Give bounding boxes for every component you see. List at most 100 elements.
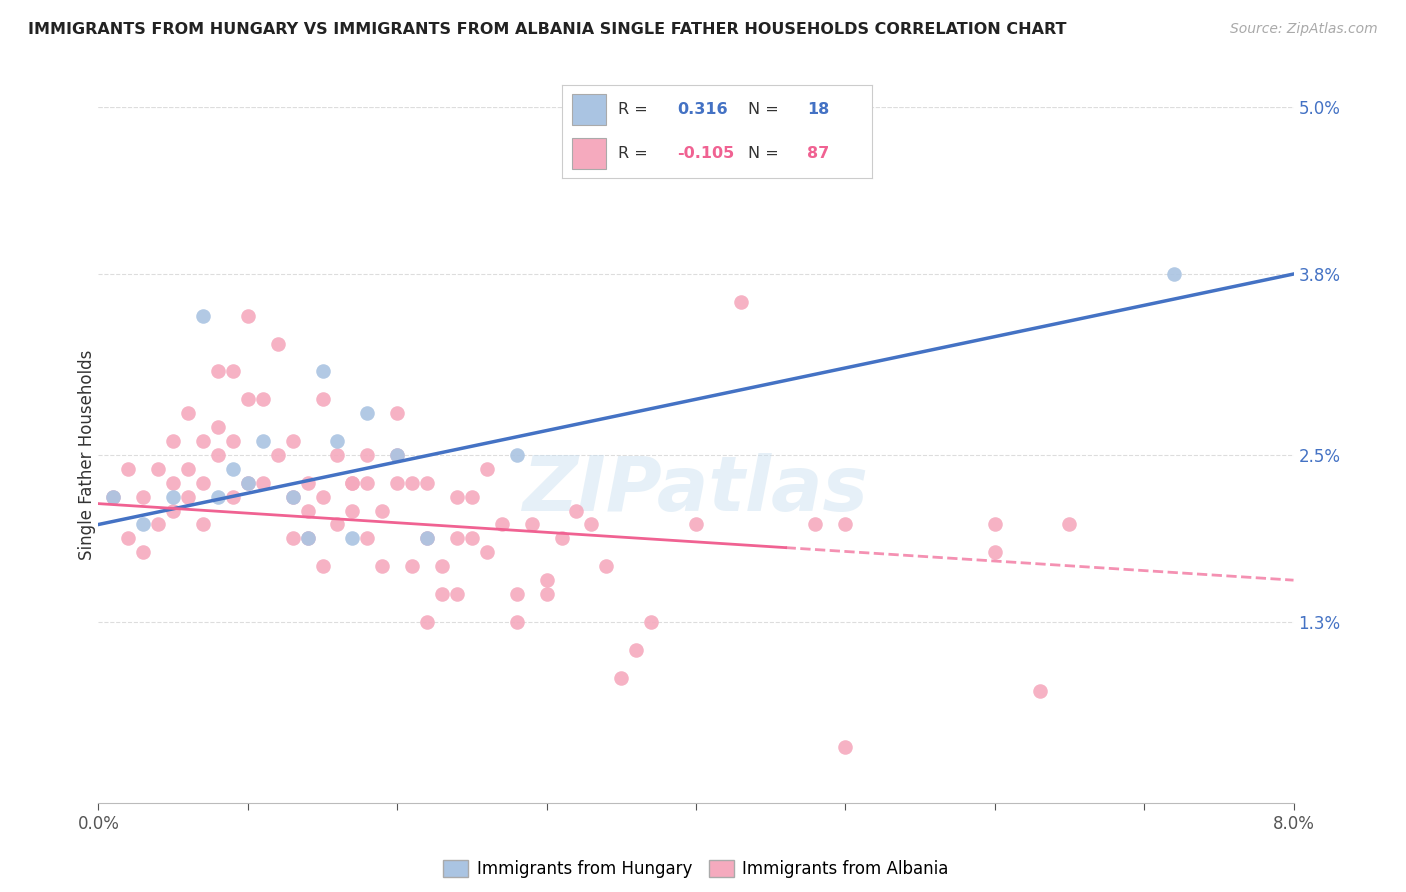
Point: [385, 448, 409, 462]
Point: [222, 490, 245, 504]
Point: [207, 364, 229, 378]
Point: [281, 434, 304, 448]
FancyBboxPatch shape: [572, 138, 606, 169]
Point: [430, 559, 453, 574]
Point: [385, 448, 409, 462]
Point: [581, 517, 603, 532]
Point: [148, 517, 170, 532]
Point: [342, 475, 364, 490]
Point: [520, 517, 543, 532]
Point: [1059, 517, 1081, 532]
Point: [446, 490, 468, 504]
Point: [162, 490, 184, 504]
Point: [281, 490, 304, 504]
Point: [267, 448, 290, 462]
Point: [252, 475, 274, 490]
Point: [401, 559, 423, 574]
Point: [311, 559, 333, 574]
Point: [252, 392, 274, 407]
Point: [311, 364, 333, 378]
Point: [162, 475, 184, 490]
Point: [207, 490, 229, 504]
Point: [267, 336, 290, 351]
Point: [117, 532, 139, 546]
Point: [385, 475, 409, 490]
Point: [401, 475, 423, 490]
Text: 0.316: 0.316: [676, 102, 727, 117]
Point: [222, 434, 245, 448]
Point: [475, 462, 498, 476]
Point: [416, 532, 439, 546]
Point: [416, 532, 439, 546]
Point: [834, 740, 856, 755]
Point: [446, 587, 468, 601]
Point: [311, 490, 333, 504]
Point: [297, 475, 319, 490]
Text: 87: 87: [807, 145, 830, 161]
Point: [983, 517, 1005, 532]
Point: [461, 532, 484, 546]
Text: IMMIGRANTS FROM HUNGARY VS IMMIGRANTS FROM ALBANIA SINGLE FATHER HOUSEHOLDS CORR: IMMIGRANTS FROM HUNGARY VS IMMIGRANTS FR…: [28, 22, 1067, 37]
Text: ZIPatlas: ZIPatlas: [523, 453, 869, 526]
Point: [177, 406, 200, 420]
Point: [132, 517, 155, 532]
Point: [1028, 684, 1050, 698]
Point: [342, 475, 364, 490]
Point: [297, 503, 319, 517]
Point: [640, 615, 662, 629]
Point: [834, 517, 856, 532]
Point: [177, 462, 200, 476]
Point: [804, 517, 827, 532]
Point: [207, 420, 229, 434]
Point: [191, 309, 214, 323]
Point: [506, 615, 529, 629]
Point: [297, 532, 319, 546]
Point: [222, 462, 245, 476]
Point: [356, 532, 378, 546]
Legend: Immigrants from Hungary, Immigrants from Albania: Immigrants from Hungary, Immigrants from…: [437, 854, 955, 885]
Point: [252, 434, 274, 448]
Point: [103, 490, 125, 504]
Point: [624, 642, 647, 657]
Point: [117, 462, 139, 476]
Point: [177, 490, 200, 504]
Point: [311, 392, 333, 407]
Point: [148, 462, 170, 476]
Point: [685, 517, 707, 532]
Point: [132, 490, 155, 504]
Point: [385, 406, 409, 420]
Point: [342, 503, 364, 517]
Point: [536, 587, 558, 601]
FancyBboxPatch shape: [572, 95, 606, 125]
Point: [326, 517, 349, 532]
Point: [416, 475, 439, 490]
Text: R =: R =: [619, 145, 652, 161]
Point: [536, 573, 558, 587]
Point: [730, 294, 752, 309]
Point: [236, 392, 259, 407]
Text: Source: ZipAtlas.com: Source: ZipAtlas.com: [1230, 22, 1378, 37]
Point: [356, 406, 378, 420]
Point: [371, 559, 394, 574]
Point: [222, 364, 245, 378]
Point: [371, 503, 394, 517]
Point: [281, 532, 304, 546]
Point: [342, 532, 364, 546]
Point: [207, 448, 229, 462]
Point: [326, 434, 349, 448]
Point: [356, 475, 378, 490]
Point: [162, 434, 184, 448]
Point: [236, 475, 259, 490]
Point: [356, 448, 378, 462]
Point: [491, 517, 513, 532]
Point: [236, 475, 259, 490]
Point: [326, 448, 349, 462]
Point: [236, 309, 259, 323]
Point: [1163, 267, 1185, 281]
Point: [565, 503, 588, 517]
Point: [297, 532, 319, 546]
Point: [506, 587, 529, 601]
Text: R =: R =: [619, 102, 652, 117]
Point: [191, 434, 214, 448]
Point: [983, 545, 1005, 559]
